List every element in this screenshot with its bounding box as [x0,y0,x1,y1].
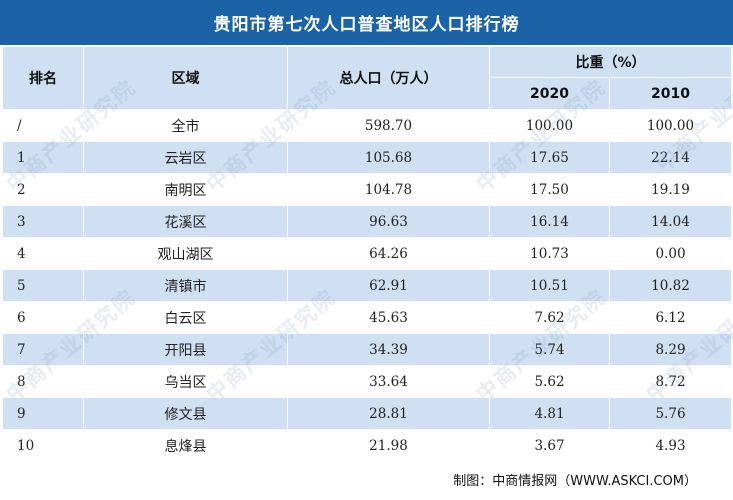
cell-rank: 6 [2,301,84,334]
table-row: 1 云岩区 105.68 17.65 22.14 [2,141,732,174]
header-population: 总人口（万人） [287,46,490,110]
cell-share-2010: 4.93 [609,429,732,462]
table-row: 2 南明区 104.78 17.50 19.19 [2,173,732,206]
cell-share-2010: 6.12 [609,301,732,334]
cell-region: 修文县 [83,397,288,430]
cell-rank: 7 [2,333,84,366]
cell-region: 全市 [83,109,288,142]
cell-share-2020: 17.50 [489,173,610,206]
cell-share-2020: 3.67 [489,429,610,462]
cell-share-2020: 5.74 [489,333,610,366]
header-rank: 排名 [2,46,84,110]
cell-population: 598.70 [287,109,490,142]
header-share: 比重（%） [489,46,732,78]
cell-population: 45.63 [287,301,490,334]
cell-share-2010: 14.04 [609,205,732,238]
cell-population: 105.68 [287,141,490,174]
table-row: / 全市 598.70 100.00 100.00 [2,109,732,142]
cell-share-2010: 10.82 [609,269,732,302]
cell-share-2020: 7.62 [489,301,610,334]
cell-share-2010: 5.76 [609,397,732,430]
cell-share-2010: 22.14 [609,141,732,174]
header-year-2020: 2020 [489,77,610,110]
cell-population: 96.63 [287,205,490,238]
cell-population: 34.39 [287,333,490,366]
cell-rank: 1 [2,141,84,174]
table-row: 9 修文县 28.81 4.81 5.76 [2,397,732,430]
table-row: 7 开阳县 34.39 5.74 8.29 [2,333,732,366]
cell-region: 息烽县 [83,429,288,462]
cell-share-2010: 8.72 [609,365,732,398]
population-ranking-table: 排名 区域 总人口（万人） 比重（%） 2020 2010 /全市 598.70 1… [2,46,732,462]
cell-population: 21.98 [287,429,490,462]
cell-region: 乌当区 [83,365,288,398]
table-row: 10 息烽县 21.98 3.67 4.93 [2,429,732,462]
cell-share-2020: 100.00 [489,109,610,142]
table-title: 贵阳市第七次人口普查地区人口排行榜 [0,0,733,45]
source-footer: 制图：中商情报网（WWW.ASKCI.COM） [453,474,697,489]
cell-population: 104.78 [287,173,490,206]
header-year-2010: 2010 [609,77,732,110]
cell-rank: 10 [2,429,84,462]
cell-share-2010: 0.00 [609,237,732,270]
cell-share-2010: 8.29 [609,333,732,366]
cell-rank: 9 [2,397,84,430]
table-row: 8 乌当区 33.64 5.62 8.72 [2,365,732,398]
cell-share-2020: 10.73 [489,237,610,270]
cell-population: 33.64 [287,365,490,398]
cell-rank: 4 [2,237,84,270]
cell-population: 64.26 [287,237,490,270]
cell-region: 花溪区 [83,205,288,238]
cell-region: 白云区 [83,301,288,334]
cell-share-2010: 100.00 [609,109,732,142]
cell-rank: 3 [2,205,84,238]
cell-region: 清镇市 [83,269,288,302]
table-body: / 全市 598.70 100.00 100.00 1 云岩区 105.68 17.65 22.1… [2,109,732,462]
cell-share-2020: 4.81 [489,397,610,430]
cell-population: 28.81 [287,397,490,430]
cell-rank: 2 [2,173,84,206]
cell-share-2020: 10.51 [489,269,610,302]
table-row: 5 清镇市 62.91 10.51 10.82 [2,269,732,302]
cell-population: 62.91 [287,269,490,302]
cell-share-2020: 5.62 [489,365,610,398]
table-row: 6 白云区 45.63 7.62 6.12 [2,301,732,334]
cell-region: 南明区 [83,173,288,206]
cell-share-2010: 19.19 [609,173,732,206]
cell-region: 云岩区 [83,141,288,174]
cell-rank: 5 [2,269,84,302]
cell-region: 开阳县 [83,333,288,366]
table-row: 3 花溪区 96.63 16.14 14.04 [2,205,732,238]
cell-rank: / [2,109,84,142]
cell-rank: 8 [2,365,84,398]
table-row: 4 观山湖区 64.26 10.73 0.00 [2,237,732,270]
cell-share-2020: 17.65 [489,141,610,174]
cell-region: 观山湖区 [83,237,288,270]
header-region: 区域 [83,46,288,110]
cell-share-2020: 16.14 [489,205,610,238]
